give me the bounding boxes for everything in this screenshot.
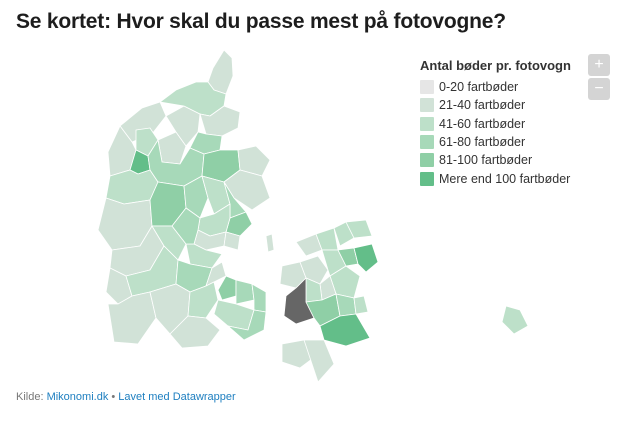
map-region[interactable] [265, 233, 275, 253]
map-region[interactable] [151, 225, 187, 261]
map-region[interactable] [171, 207, 201, 245]
legend-item: Mere end 100 fartbøder [420, 169, 571, 187]
map-region[interactable] [223, 231, 241, 251]
map-region[interactable] [353, 295, 369, 315]
map-region[interactable] [251, 283, 267, 313]
denmark-map[interactable] [90, 44, 540, 389]
map-region[interactable] [501, 305, 529, 335]
legend-item: 21-40 fartbøder [420, 96, 571, 114]
legend: Antal bøder pr. fotovogn 0-20 fartbøder … [420, 58, 571, 188]
map-region[interactable] [159, 81, 227, 117]
legend-item: 41-60 fartbøder [420, 115, 571, 133]
legend-label: Mere end 100 fartbøder [439, 171, 571, 186]
map-region[interactable] [183, 175, 209, 219]
zoom-in-button[interactable]: + [588, 54, 610, 76]
map-region[interactable] [345, 219, 373, 239]
legend-label: 0-20 fartbøder [439, 80, 519, 95]
zoom-out-button[interactable]: − [588, 78, 610, 100]
datawrapper-link[interactable]: Lavet med Datawrapper [118, 391, 236, 403]
footer-separator: • [108, 391, 119, 403]
legend-item: 61-80 fartbøder [420, 133, 571, 151]
map-region[interactable] [353, 243, 379, 273]
legend-swatch [420, 80, 434, 95]
legend-swatch [420, 116, 434, 131]
legend-swatch [420, 153, 434, 168]
map-region[interactable] [217, 275, 237, 301]
legend-label: 81-100 fartbøder [439, 153, 533, 168]
map-region[interactable] [169, 315, 221, 349]
footer: Kilde: Mikonomi.dk • Lavet med Datawrapp… [16, 391, 236, 403]
legend-swatch [420, 135, 434, 150]
map-region[interactable] [213, 299, 255, 331]
legend-item: 81-100 fartbøder [420, 151, 571, 169]
legend-label: 21-40 fartbøder [439, 98, 526, 113]
source-prefix: Kilde: [16, 391, 47, 403]
map-region[interactable] [235, 279, 255, 305]
legend-label: 41-60 fartbøder [439, 116, 526, 131]
map-region[interactable] [237, 145, 271, 177]
legend-title: Antal bøder pr. fotovogn [420, 58, 571, 73]
legend-swatch [420, 98, 434, 113]
legend-swatch [420, 171, 434, 186]
map-region[interactable] [205, 261, 227, 287]
page-title: Se kortet: Hvor skal du passe mest på fo… [16, 10, 506, 33]
legend-label: 61-80 fartbøder [439, 135, 526, 150]
source-link[interactable]: Mikonomi.dk [46, 391, 109, 403]
map-region[interactable] [303, 339, 335, 383]
map-region[interactable] [299, 255, 329, 285]
map-canvas [97, 49, 529, 383]
map-region[interactable] [227, 309, 267, 341]
legend-item: 0-20 fartbøder [420, 78, 571, 96]
